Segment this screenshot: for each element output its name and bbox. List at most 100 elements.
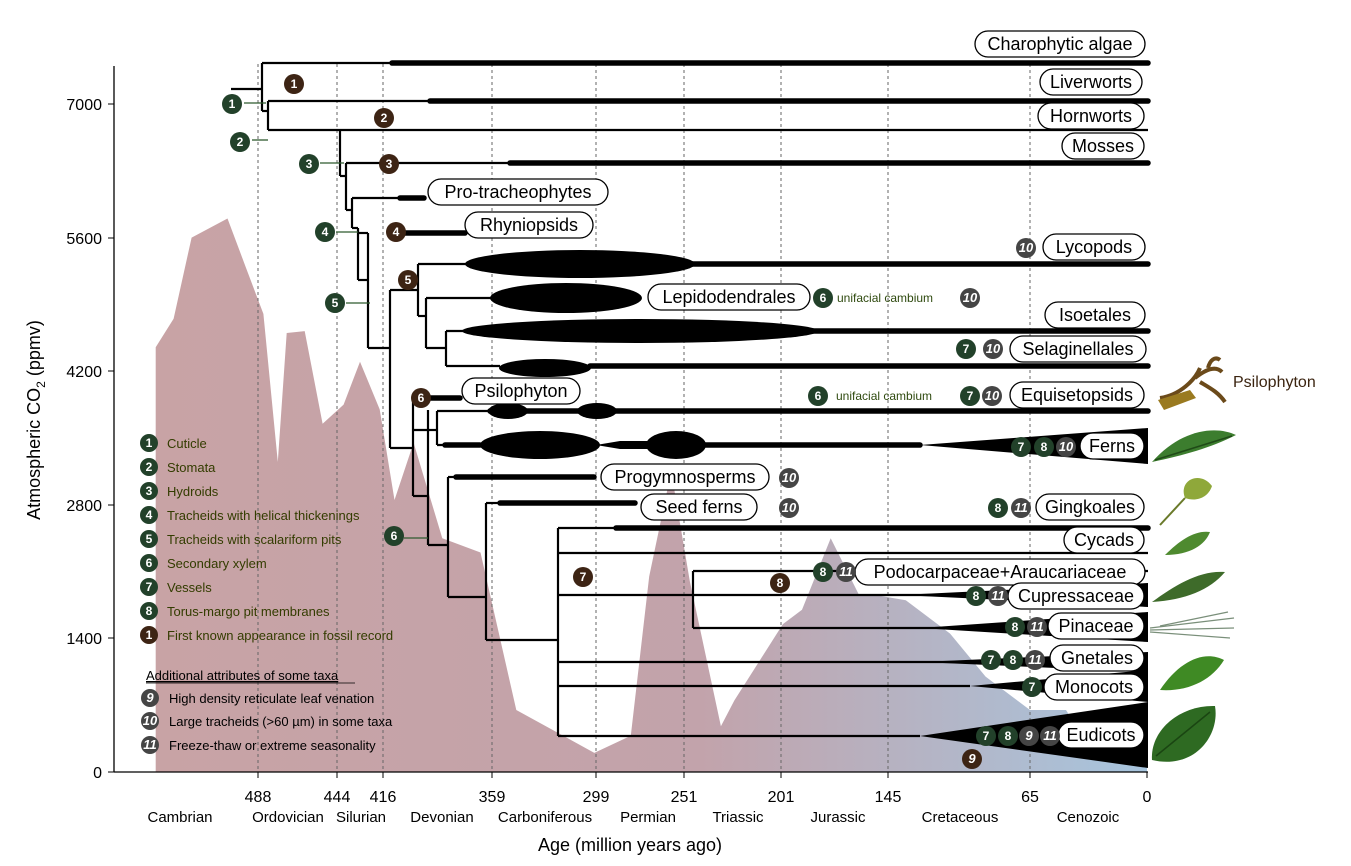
- badge-trait-1: 1: [222, 94, 242, 114]
- legend-item-vessels: 7 Vessels: [140, 578, 212, 596]
- badge-trait-7-eudicots: 7: [976, 726, 996, 746]
- legend-item-helical: 4 Tracheids with helical thickenings: [140, 506, 360, 524]
- legend-item-secondary-xylem: 6 Secondary xylem: [140, 554, 267, 572]
- period-devonian: Devonian: [410, 809, 473, 826]
- svg-text:6: 6: [391, 529, 398, 543]
- y-tick-7000: 7000: [66, 97, 102, 114]
- x-tick-444: 444: [324, 789, 351, 806]
- svg-text:10: 10: [986, 341, 1001, 356]
- svg-text:6: 6: [820, 291, 827, 305]
- taxon-ferns: Ferns: [1079, 432, 1145, 460]
- badge-attr-11-gnetales: 11: [1025, 650, 1045, 670]
- legend-item-torus-margo: 8 Torus-margo pit membranes: [140, 602, 330, 620]
- legend-item-hydroids: 3 Hydroids: [140, 482, 219, 500]
- legend-attributes-title: Additional attributes of some taxa: [146, 668, 339, 683]
- badge-fossil-1: 1: [284, 74, 304, 94]
- svg-text:2: 2: [146, 460, 153, 474]
- svg-text:7: 7: [988, 653, 995, 667]
- period-cretaceous: Cretaceous: [922, 809, 999, 826]
- svg-text:Cupressaceae: Cupressaceae: [1018, 586, 1134, 606]
- badge-fossil-6: 6: [411, 388, 431, 408]
- svg-text:Isoetales: Isoetales: [1059, 305, 1131, 325]
- svg-text:9: 9: [1025, 728, 1033, 743]
- svg-text:Tracheids with scalariform pit: Tracheids with scalariform pits: [167, 532, 342, 547]
- svg-text:Gnetales: Gnetales: [1061, 648, 1133, 668]
- badge-trait-3: 3: [299, 154, 319, 174]
- svg-text:4: 4: [393, 225, 400, 239]
- period-permian: Permian: [620, 809, 676, 826]
- taxon-progymnosperms: Progymnosperms: [600, 463, 770, 491]
- taxon-monocots: Monocots: [1043, 673, 1145, 701]
- conifer-illustration: [1152, 571, 1225, 602]
- annotation-unifacial-cambium-1: unifacial cambium: [837, 291, 933, 305]
- badge-attr-11-cupress: 11: [988, 586, 1008, 606]
- taxon-hornworts: Hornworts: [1037, 102, 1145, 130]
- svg-text:5: 5: [332, 296, 339, 310]
- taxon-psilophyton: Psilophyton: [461, 377, 581, 405]
- x-tick-251: 251: [671, 789, 698, 806]
- taxon-rhyniopsids: Rhyniopsids: [464, 211, 594, 239]
- taxon-cupressaceae: Cupressaceae: [1007, 582, 1145, 610]
- y-tick-2800: 2800: [66, 498, 102, 515]
- period-cambrian: Cambrian: [147, 809, 212, 826]
- svg-text:Lycopods: Lycopods: [1056, 237, 1132, 257]
- svg-text:Psilophyton: Psilophyton: [474, 381, 567, 401]
- period-carboniferous: Carboniferous: [498, 809, 592, 826]
- svg-text:1: 1: [146, 628, 153, 642]
- svg-text:8: 8: [1010, 653, 1017, 667]
- svg-text:7: 7: [580, 570, 587, 584]
- x-tick-145: 145: [875, 789, 902, 806]
- svg-text:Pro-tracheophytes: Pro-tracheophytes: [444, 182, 591, 202]
- taxon-podocarpaceae: Podocarpaceae+Araucariaceae: [854, 558, 1146, 586]
- badge-trait-8-cupress: 8: [966, 586, 986, 606]
- co2-area: [155, 218, 1147, 772]
- annotation-unifacial-cambium-2: unifacial cambium: [836, 389, 932, 403]
- svg-text:Cuticle: Cuticle: [167, 436, 207, 451]
- trait-badges: 1 2 3 4 5 6 6 6 7 7 7 8 8 8 8 8 7 8 7 7 …: [222, 94, 1054, 746]
- x-tick-299: 299: [583, 789, 610, 806]
- taxon-gnetales: Gnetales: [1049, 644, 1145, 672]
- svg-text:3: 3: [146, 484, 153, 498]
- eudicot-illustration: [1151, 705, 1216, 762]
- svg-text:6: 6: [418, 391, 425, 405]
- fern-illustration: [1152, 430, 1236, 462]
- taxon-seed-ferns: Seed ferns: [640, 493, 758, 521]
- svg-text:2: 2: [381, 111, 388, 125]
- svg-text:11: 11: [1028, 652, 1042, 667]
- badge-fossil-8: 8: [770, 573, 790, 593]
- taxon-equisetopsids: Equisetopsids: [1009, 381, 1145, 409]
- badge-trait-8-podo: 8: [813, 562, 833, 582]
- svg-text:Cycads: Cycads: [1074, 530, 1134, 550]
- svg-text:Rhyniopsids: Rhyniopsids: [480, 215, 578, 235]
- svg-text:Torus-margo pit membranes: Torus-margo pit membranes: [167, 604, 330, 619]
- svg-text:Progymnosperms: Progymnosperms: [614, 467, 755, 487]
- psilophyton-illustration-label: Psilophyton: [1233, 374, 1316, 391]
- svg-text:5: 5: [146, 532, 153, 546]
- badge-attr-11-pinaceae: 11: [1027, 617, 1047, 637]
- svg-text:8: 8: [1012, 620, 1019, 634]
- y-tick-5600: 5600: [66, 231, 102, 248]
- svg-text:11: 11: [1014, 500, 1028, 515]
- badge-trait-5: 5: [325, 293, 345, 313]
- svg-text:1: 1: [146, 436, 153, 450]
- svg-text:Liverworts: Liverworts: [1050, 72, 1132, 92]
- y-tick-0: 0: [93, 765, 102, 782]
- badge-trait-8-pinaceae: 8: [1005, 617, 1025, 637]
- badge-trait-6-equiset: 6: [808, 386, 828, 406]
- x-tick-488: 488: [245, 789, 272, 806]
- x-tick-0: 0: [1143, 789, 1152, 806]
- svg-text:8: 8: [820, 565, 827, 579]
- taxon-lycopods: Lycopods: [1042, 233, 1146, 261]
- svg-text:Tracheids with helical thicken: Tracheids with helical thickenings: [167, 508, 360, 523]
- badge-attr-10-ferns: 10: [1056, 437, 1076, 457]
- badge-attr-11-gingko: 11: [1011, 498, 1031, 518]
- taxon-labels: Charophytic algae Liverworts Hornworts M…: [427, 30, 1147, 749]
- badge-trait-7-monocots: 7: [1022, 677, 1042, 697]
- legend-item-fossil: 1 First known appearance in fossil record: [140, 626, 393, 644]
- y-axis: 0 1400 2800 4200 5600 7000 Atmospheric C…: [24, 66, 115, 782]
- badge-trait-4: 4: [315, 222, 335, 242]
- legend-item-venation: 9 High density reticulate leaf venation: [141, 689, 374, 707]
- badge-fossil-7: 7: [573, 567, 593, 587]
- svg-text:10: 10: [1059, 439, 1074, 454]
- svg-text:11: 11: [143, 737, 157, 752]
